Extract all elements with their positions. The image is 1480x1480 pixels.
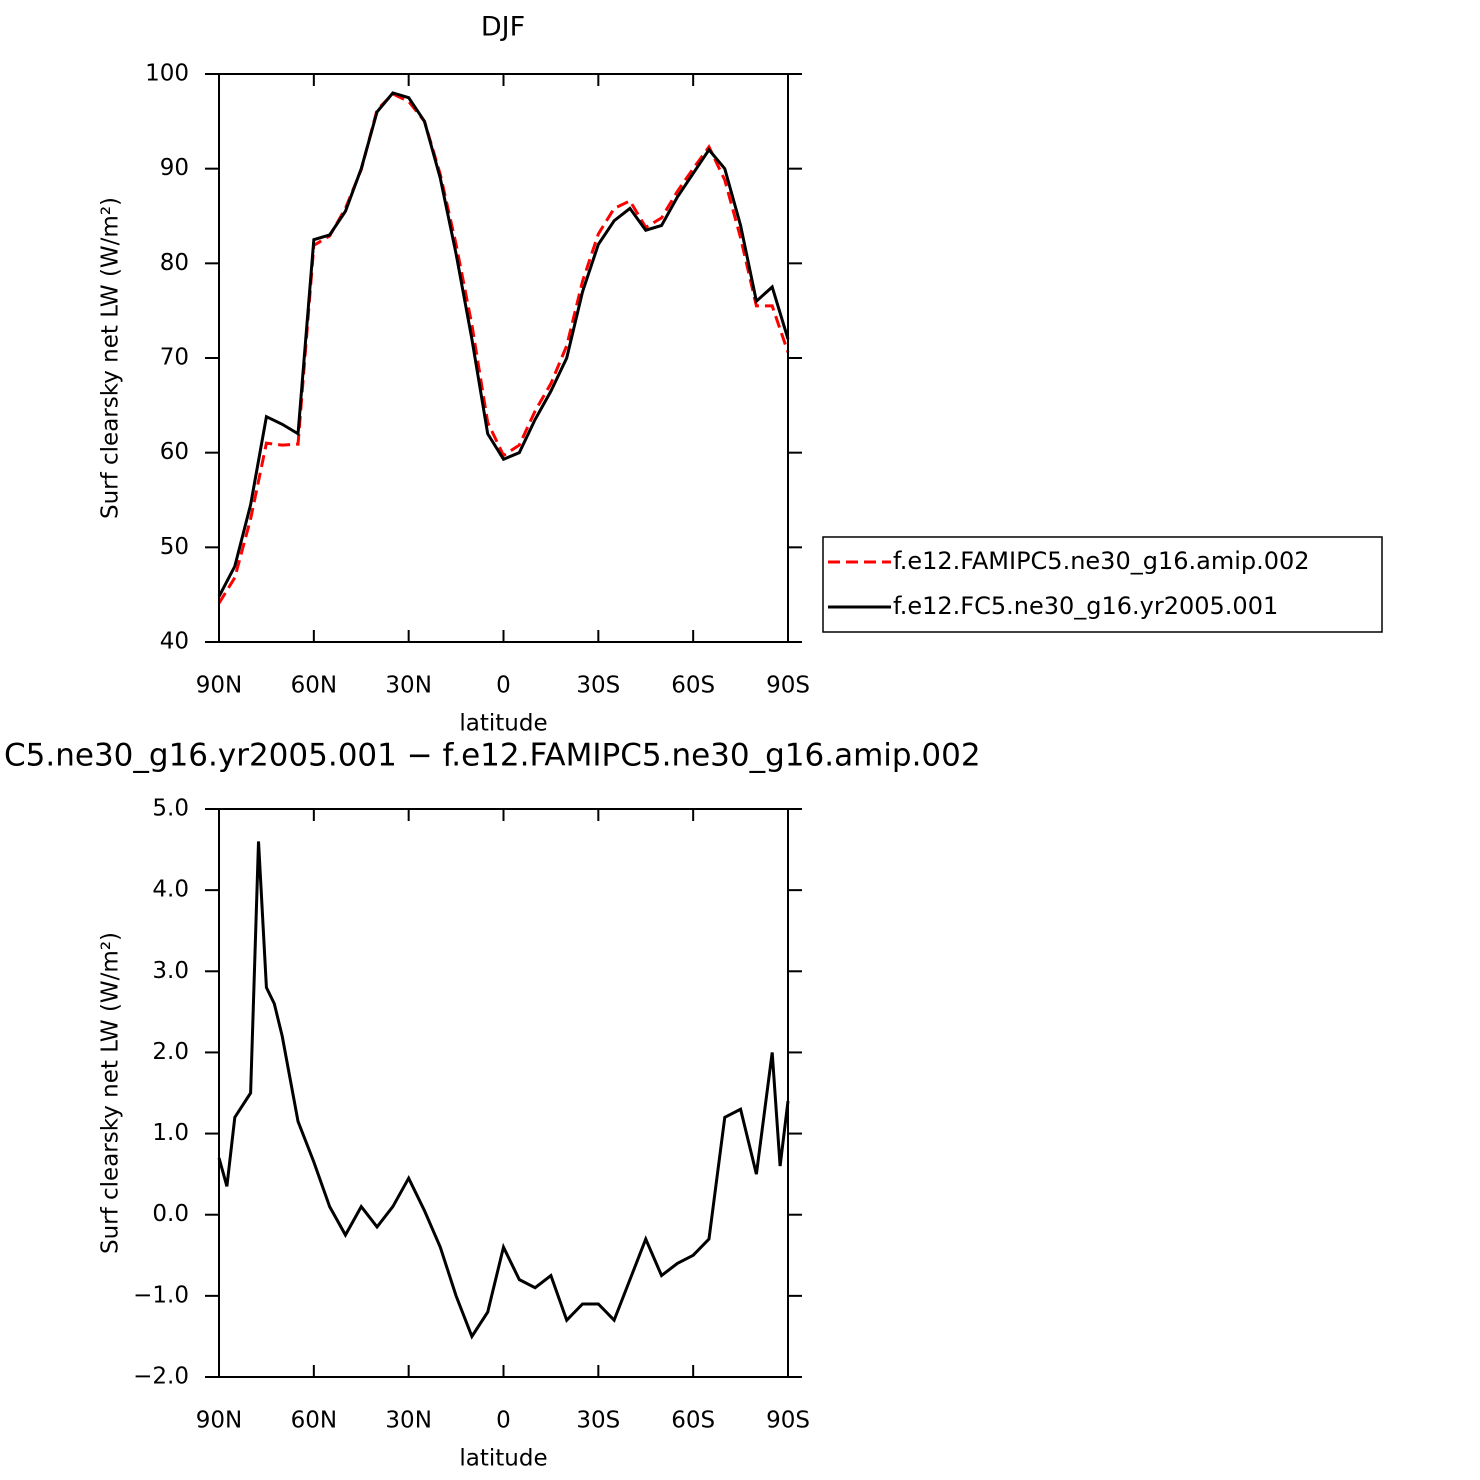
y-tick-label: 60: [160, 439, 189, 465]
legend-label: f.e12.FAMIPC5.ne30_g16.amip.002: [893, 547, 1310, 575]
series-line: [217, 841, 790, 1340]
x-tick-label: 30N: [385, 1408, 431, 1434]
legend-box: [822, 536, 1383, 633]
legend-label: f.e12.FC5.ne30_g16.yr2005.001: [893, 592, 1278, 620]
x-tick-label: 60N: [291, 673, 337, 699]
x-tick-label: 90S: [766, 673, 810, 699]
y-tick-label: 5.0: [152, 796, 189, 822]
y-tick-label: 80: [160, 250, 189, 276]
y-tick-label: −2.0: [133, 1364, 189, 1390]
series-line: [217, 91, 790, 598]
y-tick-label: 0.0: [152, 1201, 189, 1227]
x-tick-label: 30S: [576, 1408, 620, 1434]
x-tick-label: 90S: [766, 1408, 810, 1434]
y-axis-label: Surf clearsky net LW (W/m²): [98, 932, 124, 1254]
x-tick-label: 60S: [671, 1408, 715, 1434]
y-tick-label: 1.0: [152, 1120, 189, 1146]
chart-title: C5.ne30_g16.yr2005.001 − f.e12.FAMIPC5.n…: [4, 738, 981, 774]
y-tick-label: 70: [160, 345, 189, 371]
y-tick-label: −1.0: [133, 1282, 189, 1308]
y-axis-label: Surf clearsky net LW (W/m²): [98, 197, 124, 519]
x-axis-label: latitude: [459, 1446, 547, 1472]
x-tick-label: 60N: [291, 1408, 337, 1434]
x-tick-label: 60S: [671, 673, 715, 699]
x-tick-label: 90N: [196, 1408, 242, 1434]
y-tick-label: 40: [160, 629, 189, 655]
plot-frame: [218, 808, 789, 1378]
y-tick-label: 2.0: [152, 1039, 189, 1065]
x-tick-label: 30S: [576, 673, 620, 699]
x-tick-label: 30N: [385, 673, 431, 699]
y-tick-label: 90: [160, 155, 189, 181]
x-tick-label: 0: [496, 673, 511, 699]
y-tick-label: 50: [160, 534, 189, 560]
y-tick-label: 3.0: [152, 958, 189, 984]
plot-frame: [218, 73, 789, 643]
x-tick-label: 0: [496, 1408, 511, 1434]
x-tick-label: 90N: [196, 673, 242, 699]
x-axis-label: latitude: [459, 711, 547, 737]
y-tick-label: 4.0: [152, 877, 189, 903]
chart-title: DJF: [481, 12, 525, 43]
y-tick-label: 100: [145, 61, 189, 87]
